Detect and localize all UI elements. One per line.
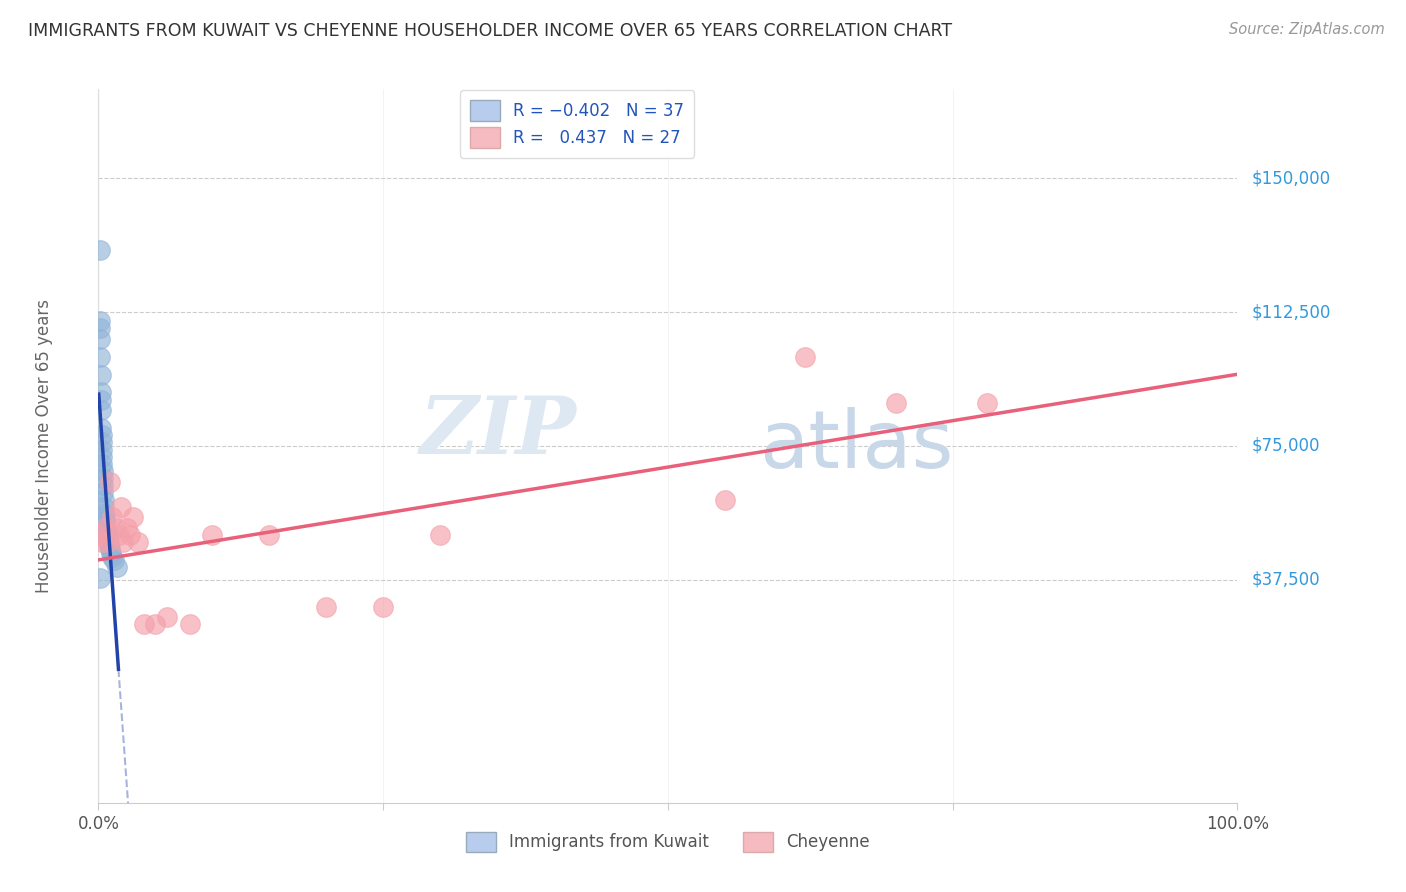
Point [91,464,114,478]
Point [90,421,112,435]
Point [115,521,138,535]
Point [714,492,737,507]
Point [89,350,111,364]
Point [156,610,179,624]
Point [120,528,142,542]
Point [429,528,451,542]
Point [90,403,112,417]
Point [89,332,111,346]
Point [98,475,121,489]
Point [89,528,111,542]
Text: $150,000: $150,000 [1251,169,1330,187]
Point [90,535,112,549]
Point [90,457,112,471]
Text: $112,500: $112,500 [1251,303,1330,321]
Point [97,535,120,549]
Point [90,450,112,464]
Point [884,396,907,410]
Point [976,396,998,410]
Point [110,500,132,514]
Text: Householder Income Over 65 years: Householder Income Over 65 years [35,299,53,593]
Point [94,510,117,524]
Point [98,542,121,557]
Text: ZIP: ZIP [420,393,576,470]
Point [104,521,127,535]
Point [103,553,125,567]
Point [121,510,143,524]
Point [127,535,149,549]
Point [132,617,155,632]
Point [90,435,112,450]
Point [93,492,115,507]
Point [96,528,118,542]
Point [93,507,115,521]
Point [89,571,111,585]
Point [105,560,128,574]
Point [90,442,112,457]
Point [94,517,117,532]
Point [112,535,135,549]
Point [89,314,111,328]
Point [96,521,118,535]
Point [90,392,112,407]
Point [90,368,112,382]
Text: $75,000: $75,000 [1251,437,1320,455]
Text: IMMIGRANTS FROM KUWAIT VS CHEYENNE HOUSEHOLDER INCOME OVER 65 YEARS CORRELATION : IMMIGRANTS FROM KUWAIT VS CHEYENNE HOUSE… [28,22,952,40]
Point [96,524,118,539]
Point [201,528,224,542]
Point [94,521,117,535]
Text: $37,500: $37,500 [1251,571,1320,589]
Legend: Immigrants from Kuwait, Cheyenne: Immigrants from Kuwait, Cheyenne [460,825,876,859]
Point [371,599,394,614]
Point [94,514,117,528]
Point [259,528,281,542]
Point [89,243,111,257]
Point [90,428,112,442]
Point [97,539,120,553]
Text: Source: ZipAtlas.com: Source: ZipAtlas.com [1229,22,1385,37]
Point [96,535,118,549]
Point [96,532,118,546]
Point [91,485,114,500]
Point [91,478,114,492]
Point [315,599,337,614]
Point [793,350,815,364]
Point [89,321,111,335]
Point [101,549,124,564]
Point [93,500,115,514]
Point [145,617,167,632]
Text: atlas: atlas [759,407,953,485]
Point [100,546,122,560]
Point [90,385,112,400]
Point [179,617,201,632]
Point [91,471,114,485]
Point [108,528,131,542]
Point [101,510,124,524]
